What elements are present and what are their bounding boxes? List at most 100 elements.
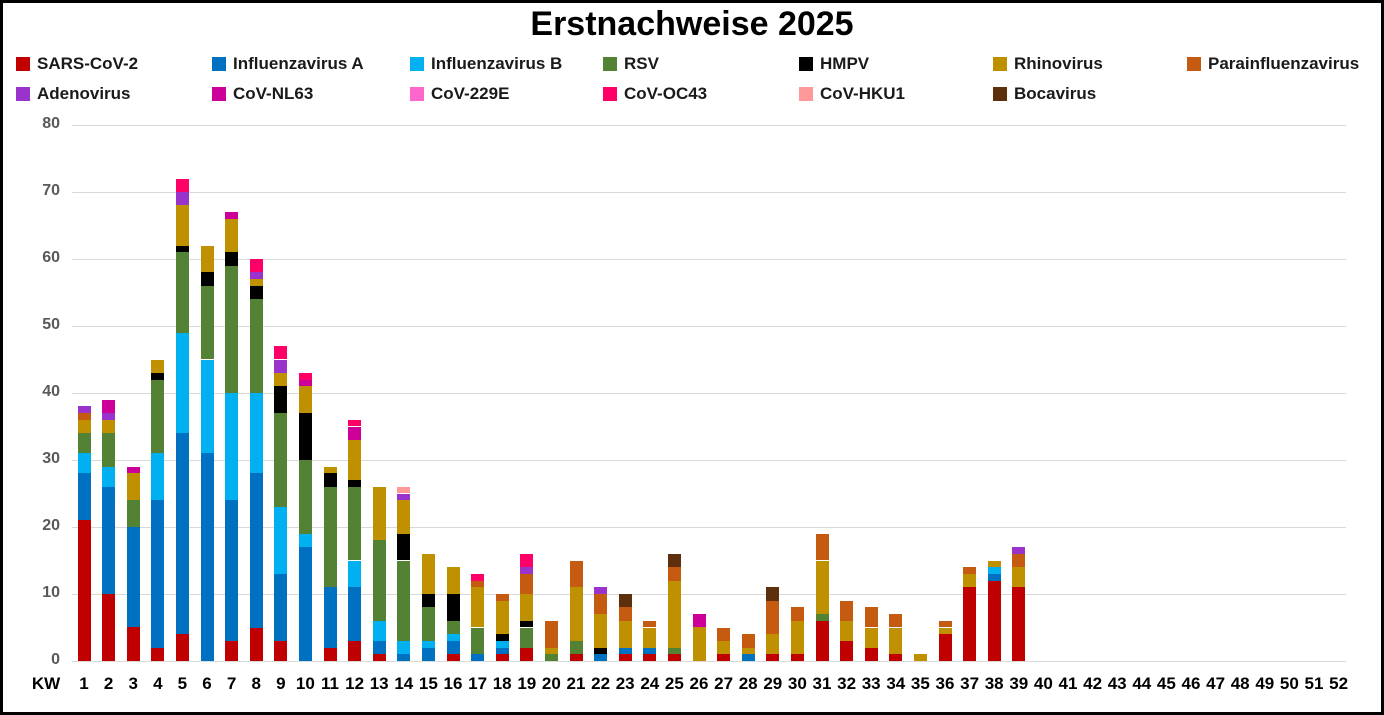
bar-segment-adenovirus [594,587,608,594]
bar-segment-parainfluenzavirus [618,607,632,621]
bar-segment-rhinovirus [323,466,337,474]
bar-segment-parainfluenzavirus [889,614,903,628]
bar-segment-parainfluenzavirus [495,594,509,601]
legend-item-cov-229e: CoV-229E [410,83,509,105]
bar-segment-rhinovirus [1012,567,1026,588]
legend-swatch-icon [799,57,813,71]
y-tick-label-50: 50 [42,316,60,333]
bar-segment-hmpv [520,620,534,628]
bar-segment-sars-cov-2 [372,654,386,661]
bar-segment-adenovirus [274,359,288,373]
x-tick-label-kw-45: 45 [1156,674,1176,693]
bar-segment-sars-cov-2 [840,640,854,661]
bar-segment-sars-cov-2 [495,654,509,661]
bar-segment-rhinovirus [298,386,312,414]
bar-segment-rhinovirus [618,620,632,648]
bar-segment-rhinovirus [520,594,534,621]
bar-segment-rsv [544,654,558,661]
bar-segment-adenovirus [175,192,189,206]
legend-item-cov-nl63: CoV-NL63 [212,83,313,105]
bar-segment-adenovirus [102,413,116,420]
bar-kw-21 [569,560,583,661]
bar-segment-adenovirus [1012,547,1026,554]
bar-segment-rhinovirus [987,560,1001,568]
legend-label: SARS-CoV-2 [37,54,139,73]
bar-segment-parainfluenzavirus [790,607,804,621]
x-tick-label-kw-28: 28 [738,674,758,693]
legend-swatch-icon [212,87,226,101]
bar-segment-rhinovirus [397,500,411,534]
legend-swatch-icon [993,87,1007,101]
legend-label: Parainfluenzavirus [1208,54,1360,73]
x-tick-label-kw-12: 12 [345,674,365,693]
bar-segment-sars-cov-2 [790,654,804,661]
bar-segment-rsv [569,640,583,655]
bar-segment-parainfluenzavirus [766,600,780,635]
x-tick-label-kw-38: 38 [984,674,1004,693]
x-tick-label-kw-5: 5 [177,674,188,693]
gridline-y-80 [72,125,1346,126]
legend-swatch-icon [603,57,617,71]
bar-segment-sars-cov-2 [766,654,780,661]
bar-kw-39 [1012,547,1026,661]
gridline-y-30 [72,460,1346,461]
bar-segment-sars-cov-2 [151,647,165,661]
x-tick-label-kw-7: 7 [226,674,237,693]
bar-segment-rhinovirus [471,587,485,628]
bar-segment-hmpv [151,372,165,380]
bar-segment-influenzavirus-a [495,647,509,655]
bar-segment-sars-cov-2 [938,634,952,661]
bar-segment-hmpv [298,413,312,460]
bar-segment-rhinovirus [102,419,116,434]
legend-label: CoV-OC43 [624,84,708,103]
legend-swatch-icon [16,57,30,71]
bar-kw-23 [618,594,632,661]
bar-kw-37 [963,567,977,661]
bar-segment-rsv [77,433,91,454]
bar-kw-29 [766,587,780,661]
bar-segment-influenzavirus-a [987,573,1001,581]
bar-segment-influenzavirus-b [274,506,288,574]
bar-kw-13 [372,486,386,661]
bar-segment-rhinovirus [495,600,509,635]
x-tick-label-kw-16: 16 [443,674,463,693]
legend-swatch-icon [410,57,424,71]
bar-segment-rhinovirus [126,473,140,501]
bar-segment-rsv [323,486,337,588]
bar-segment-parainfluenzavirus [520,573,534,594]
bar-segment-parainfluenzavirus [717,627,731,641]
x-tick-label-kw-1: 1 [79,674,89,693]
legend-label: Influenzavirus B [431,54,563,73]
legend-label: CoV-NL63 [233,84,314,103]
bar-segment-sars-cov-2 [323,647,337,661]
bar-segment-rhinovirus [766,634,780,655]
bar-segment-sars-cov-2 [618,654,632,661]
x-tick-label-kw-10: 10 [295,674,315,693]
bar-kw-33 [864,607,878,661]
bar-kw-5 [175,178,189,661]
bar-segment-cov-nl63 [225,212,239,219]
bar-segment-hmpv [225,252,239,266]
bar-segment-parainfluenzavirus [471,580,485,588]
legend-item-cov-oc43: CoV-OC43 [603,83,707,105]
bar-segment-rhinovirus [790,620,804,655]
bar-segment-parainfluenzavirus [643,620,657,628]
bar-segment-rsv [102,433,116,467]
bar-segment-parainfluenzavirus [544,620,558,648]
bar-segment-influenzavirus-a [594,654,608,661]
bar-segment-hmpv [348,480,362,487]
bar-segment-cov-hku1 [397,486,411,494]
bar-kw-35 [913,654,927,661]
x-tick-label-kw-39: 39 [1009,674,1029,693]
bar-segment-hmpv [397,533,411,561]
bar-segment-influenzavirus-b [421,640,435,648]
bar-segment-rhinovirus [225,218,239,253]
gridline-y-20 [72,527,1346,528]
bar-segment-cov-oc43 [520,553,534,568]
bar-kw-38 [987,560,1001,661]
bar-segment-rhinovirus [249,279,263,286]
y-tick-label-30: 30 [42,450,60,467]
bar-kw-16 [446,567,460,661]
x-tick-label-kw-42: 42 [1083,674,1103,693]
bar-segment-influenzavirus-a [225,500,239,641]
